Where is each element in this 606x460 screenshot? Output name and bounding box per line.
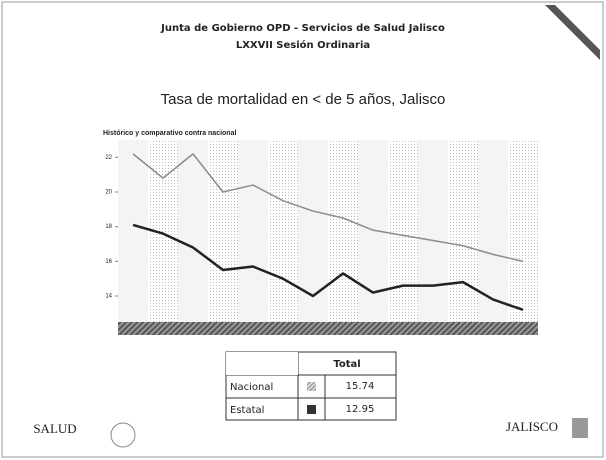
y-tick-label: 16 [105,259,112,265]
crest [572,418,588,438]
table-header: Total [333,359,360,370]
row-label: Nacional [230,382,273,393]
plot-area: 14 16 18 20 22 [105,140,538,335]
stripe [448,140,478,322]
stripe [388,140,418,322]
chart-title: Tasa de mortalidad en < de 5 años, Jalis… [161,91,446,108]
legend-swatch [307,405,316,414]
y-tick-label: 18 [105,224,112,230]
row-value: 12.95 [346,404,375,415]
table-corner [226,352,298,375]
axis-bar [118,322,538,335]
header-title: Junta de Gobierno OPD - Servicios de Sal… [160,23,445,34]
y-tick-label: 22 [105,155,112,161]
footer-logo-right: JALISCO [506,419,558,434]
y-tick-label: 14 [105,294,112,300]
summary-table: Total Nacional 15.74 Estatal 12.95 [225,351,397,421]
stripe [508,140,538,322]
series-line [132,223,524,312]
seal [110,422,136,448]
series-line [132,153,524,263]
footer-logo-left: SALUD [33,421,76,436]
row-label: Estatal [230,405,264,416]
y-tick-label: 20 [105,190,112,196]
corner-decoration [555,5,600,50]
row-value: 15.74 [346,381,375,392]
chart-subtitle: Histórico y comparativo contra nacional [103,130,236,137]
header-subtitle: LXXVII Sesión Ordinaria [236,39,370,51]
stripe [208,140,238,322]
legend-swatch [307,382,316,391]
stripe [268,140,298,322]
stripe [328,140,358,322]
